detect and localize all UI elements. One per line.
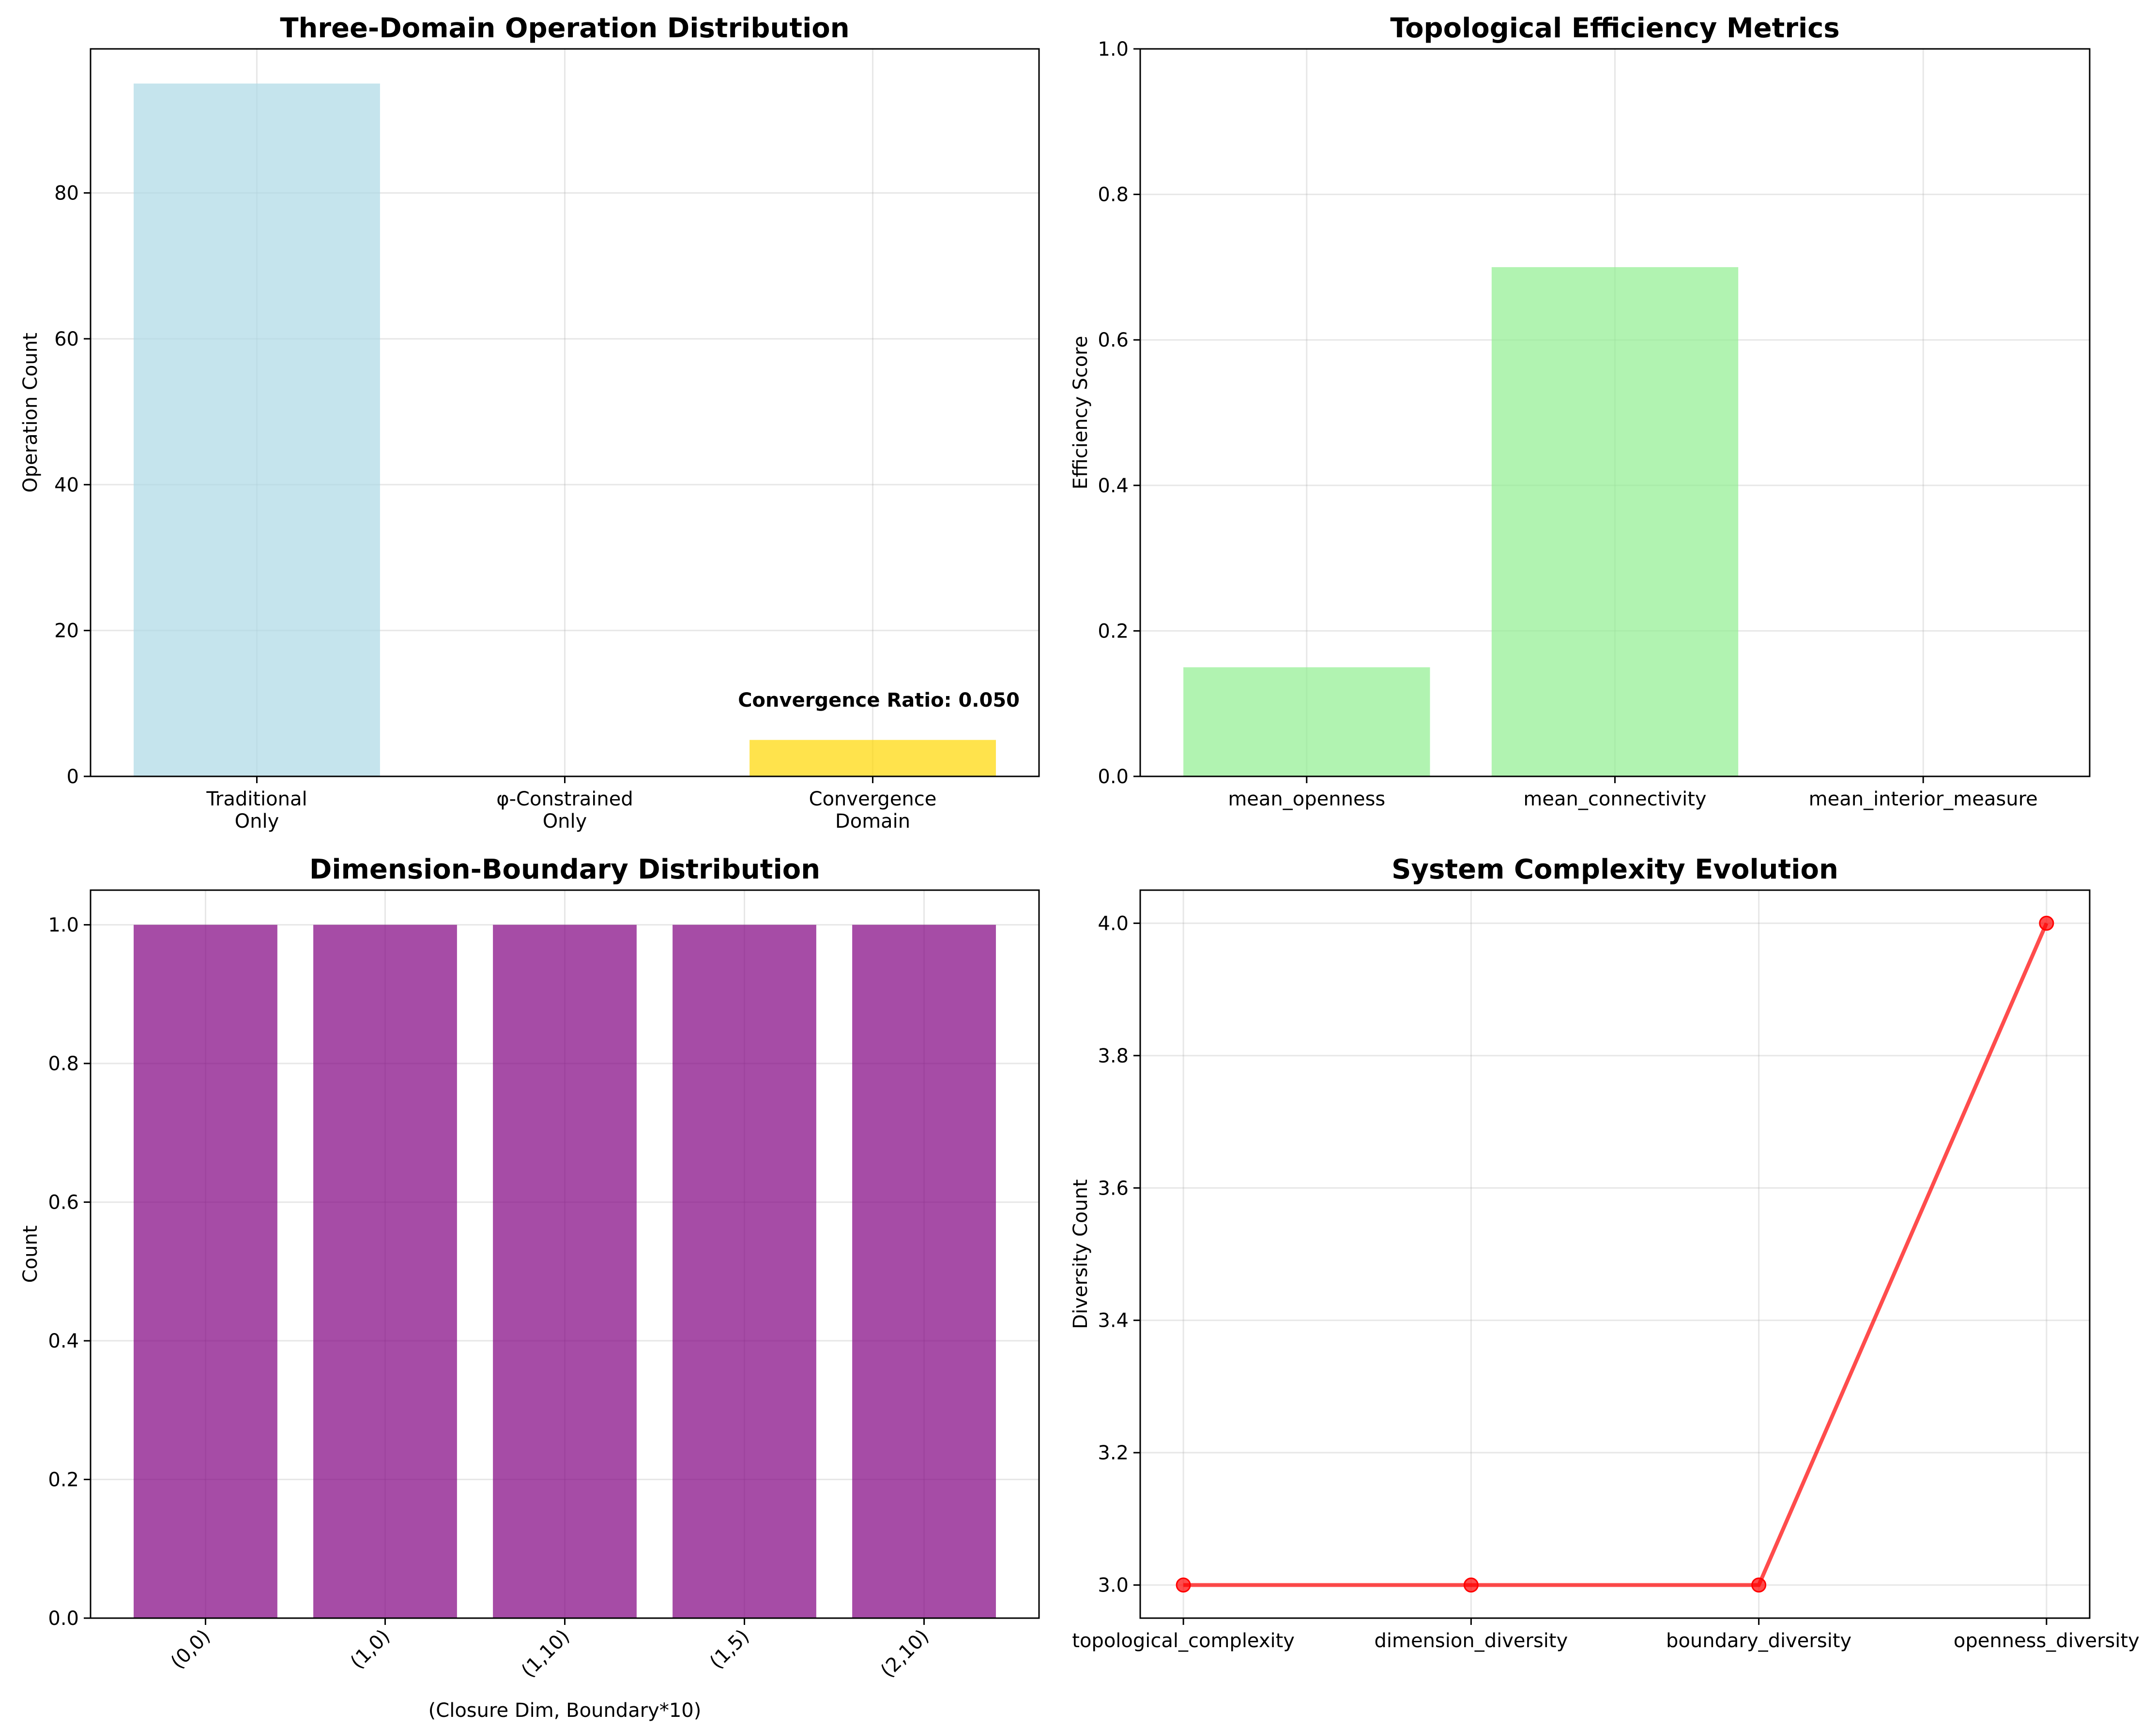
chart-panel-3: 0.0 0.2 0.4 0.6 0.8 1.0 (0,0) (1,0) (1,10) (1,5) (… xyxy=(19,854,1040,1722)
x-tick-label: mean_interior_measure xyxy=(1809,788,2038,810)
x-tick-label: openness_diversity xyxy=(1954,1630,2140,1652)
data-point xyxy=(2039,915,2054,931)
x-tick-label: (1,5) xyxy=(705,1625,754,1674)
y-tick-label: 4.0 xyxy=(1098,912,1129,935)
y-axis-label: Efficiency Score xyxy=(1070,336,1092,489)
bar xyxy=(1183,667,1430,776)
x-tick-label: boundary_diversity xyxy=(1666,1630,1851,1652)
x-tick-label: (2,10) xyxy=(876,1625,933,1683)
y-tick-label: 3.6 xyxy=(1098,1177,1129,1199)
axes-frame xyxy=(1139,889,2091,1619)
chart-panel-4: 3.0 3.2 3.4 3.6 3.8 4.0 topological_complexity… xyxy=(1070,854,2140,1652)
y-tick-label: 0.8 xyxy=(48,1053,79,1075)
x-tick-label: (1,10) xyxy=(517,1625,574,1683)
y-tick-label: 40 xyxy=(54,474,79,496)
data-point xyxy=(1751,1577,1767,1593)
x-tick-label: dimension_diversity xyxy=(1375,1630,1568,1652)
bar xyxy=(134,925,277,1618)
bar xyxy=(134,83,380,777)
y-tick-label: 3.2 xyxy=(1098,1442,1129,1464)
x-tick-label: mean_connectivity xyxy=(1523,788,1706,810)
chart-title: Dimension-Boundary Distribution xyxy=(309,854,820,885)
x-tick-label: Traditional Only xyxy=(206,788,307,833)
y-axis-label: Count xyxy=(19,1226,42,1283)
bar xyxy=(1491,267,1739,776)
y-tick-label: 20 xyxy=(54,620,79,642)
y-tick-label: 0.4 xyxy=(1098,475,1129,497)
y-tick-label: 3.8 xyxy=(1098,1045,1129,1067)
y-tick-label: 0.6 xyxy=(1098,329,1129,351)
y-tick-label: 0.4 xyxy=(48,1330,79,1352)
x-tick-label: mean_openness xyxy=(1228,788,1385,810)
chart-title: System Complexity Evolution xyxy=(1391,854,1838,885)
data-point xyxy=(1463,1577,1479,1593)
y-tick-label: 3.4 xyxy=(1098,1310,1129,1332)
y-tick-label: 0.8 xyxy=(1098,184,1129,206)
data-point xyxy=(1176,1577,1191,1593)
bar xyxy=(749,740,996,776)
bar xyxy=(493,925,637,1618)
y-tick-label: 80 xyxy=(54,182,79,205)
y-tick-label: 0.2 xyxy=(48,1469,79,1491)
bar xyxy=(852,925,996,1618)
bar xyxy=(673,925,816,1618)
series-line xyxy=(1183,922,2049,1587)
y-axis-label: Diversity Count xyxy=(1070,1179,1092,1329)
chart-title: Topological Efficiency Metrics xyxy=(1390,13,1839,44)
chart-panel-1: 0 20 40 60 80 Traditional Only φ-Constrained Onl… xyxy=(19,13,1040,833)
y-tick-label: 3.0 xyxy=(1098,1575,1129,1597)
chart-title: Three-Domain Operation Distribution xyxy=(280,13,849,44)
y-tick-label: 0 xyxy=(67,766,79,788)
x-tick-label: (1,0) xyxy=(346,1625,395,1674)
bar xyxy=(313,925,457,1618)
convergence-ratio-annotation: Convergence Ratio: 0.050 xyxy=(738,689,1020,712)
y-tick-label: 60 xyxy=(54,328,79,350)
y-tick-label: 1.0 xyxy=(1098,38,1129,61)
x-tick-label: Convergence Domain xyxy=(809,788,937,833)
y-tick-label: 1.0 xyxy=(48,914,79,937)
x-tick-label: (0,0) xyxy=(167,1625,215,1674)
y-tick-label: 0.6 xyxy=(48,1192,79,1214)
y-axis-label: Operation Count xyxy=(19,333,42,493)
x-tick-label: topological_complexity xyxy=(1072,1630,1295,1652)
chart-panel-2: 0.0 0.2 0.4 0.6 0.8 1.0 mean_openness mean_conn… xyxy=(1070,13,2091,810)
y-tick-label: 0.2 xyxy=(1098,620,1129,642)
x-axis-label: (Closure Dim, Boundary*10) xyxy=(428,1699,702,1722)
x-tick-label: φ-Constrained Only xyxy=(496,788,633,833)
y-tick-label: 0.0 xyxy=(48,1607,79,1630)
y-tick-label: 0.0 xyxy=(1098,766,1129,788)
